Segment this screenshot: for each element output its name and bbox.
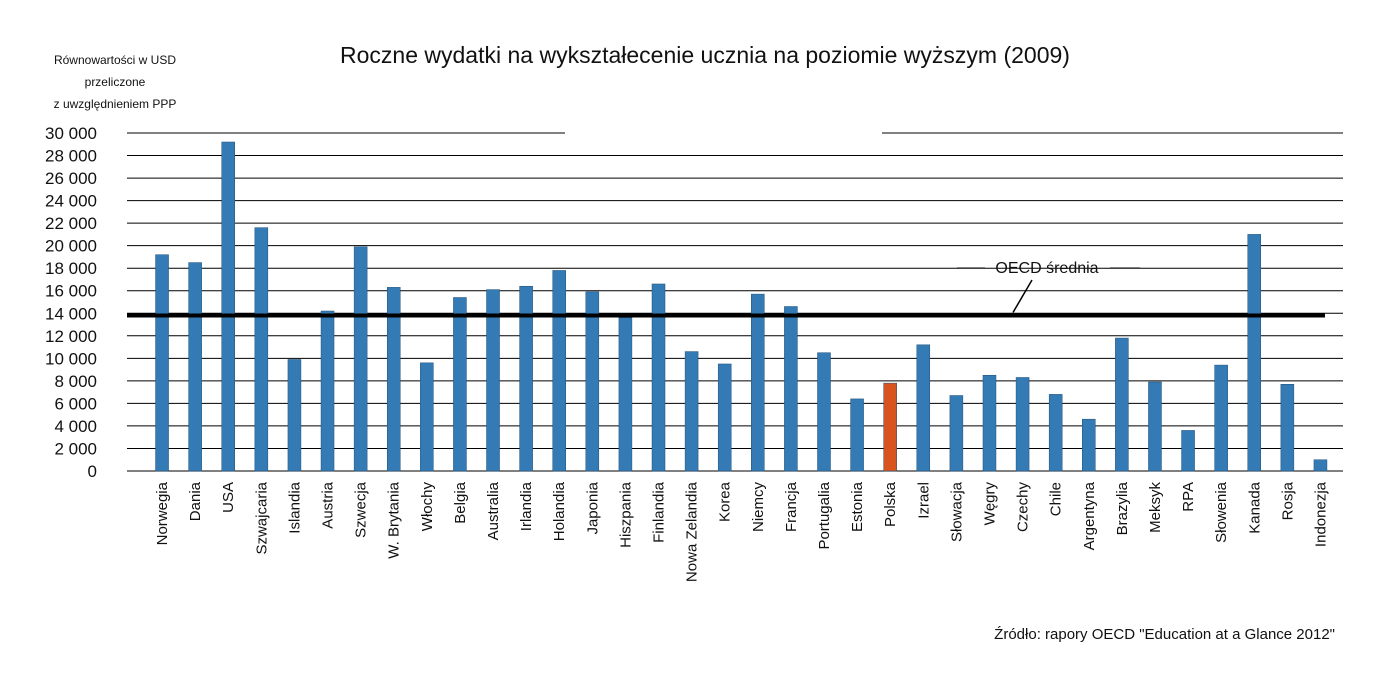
x-tick-label: Szwecja bbox=[353, 481, 370, 538]
x-tick-label: Słowenia bbox=[1213, 481, 1230, 543]
bar bbox=[453, 297, 467, 472]
y-tick-label: 28 000 bbox=[45, 147, 97, 166]
x-tick-label: Izrael bbox=[915, 482, 932, 519]
bar bbox=[320, 310, 335, 472]
y-tick-label: 2 000 bbox=[54, 439, 97, 458]
y-tick-label: 4 000 bbox=[54, 417, 97, 436]
bar bbox=[1280, 383, 1295, 472]
x-tick-label: Hiszpania bbox=[617, 481, 634, 548]
y-tick-label: 26 000 bbox=[45, 169, 97, 188]
x-tick-label: Francja bbox=[783, 481, 800, 532]
x-tick-label: Kanada bbox=[1246, 481, 1263, 533]
y-tick-label: 12 000 bbox=[45, 327, 97, 346]
source-note: Źródło: rapory OECD "Education at a Glan… bbox=[994, 626, 1335, 643]
bar bbox=[254, 227, 269, 472]
reference-pointer bbox=[1012, 279, 1033, 313]
x-tick-label: Belgia bbox=[452, 481, 469, 523]
bar bbox=[486, 289, 500, 472]
bar bbox=[883, 382, 897, 472]
y-tick-label: 30 000 bbox=[45, 124, 97, 143]
x-tick-label: Islandia bbox=[286, 481, 303, 533]
x-tick-label: Holandia bbox=[551, 481, 568, 541]
x-tick-label: Dania bbox=[187, 481, 204, 521]
bar bbox=[751, 293, 765, 472]
bar bbox=[784, 306, 798, 472]
bar bbox=[1247, 234, 1262, 472]
y-tick-label: 16 000 bbox=[45, 282, 97, 301]
x-tick-label: Czechy bbox=[1015, 482, 1032, 533]
bar bbox=[1313, 459, 1328, 472]
bar bbox=[1048, 394, 1063, 472]
bar bbox=[817, 352, 831, 472]
bar bbox=[1115, 337, 1129, 472]
bar bbox=[1148, 381, 1162, 472]
bar bbox=[221, 141, 235, 472]
bar bbox=[916, 344, 931, 472]
x-tick-label: Rosja bbox=[1279, 481, 1296, 520]
x-tick-label: Finlandia bbox=[651, 481, 668, 543]
bar bbox=[386, 287, 401, 472]
bar bbox=[684, 351, 699, 472]
bar bbox=[155, 254, 169, 472]
bar bbox=[850, 398, 864, 472]
bar bbox=[519, 285, 533, 472]
chart-title: Roczne wydatki na wykształecenie ucznia … bbox=[340, 42, 1070, 68]
bar bbox=[1214, 364, 1228, 472]
x-tick-label: Indonezja bbox=[1312, 481, 1329, 547]
y-tick-label: 24 000 bbox=[45, 192, 97, 211]
x-tick-label: Japonia bbox=[584, 481, 601, 534]
bar bbox=[1015, 377, 1030, 472]
y-tick-label: 0 bbox=[88, 462, 97, 481]
bar bbox=[651, 283, 666, 472]
y-axis-label: Równowartości w USD bbox=[54, 53, 176, 67]
x-tick-label: Słowacja bbox=[948, 481, 965, 542]
x-tick-label: RPA bbox=[1180, 482, 1197, 512]
x-tick-label: Niemcy bbox=[750, 482, 767, 533]
bar bbox=[420, 362, 434, 472]
x-tick-label: Polska bbox=[882, 481, 899, 527]
y-axis-label: przeliczone bbox=[85, 75, 146, 89]
x-tick-label: USA bbox=[220, 482, 237, 513]
y-tick-label: 6 000 bbox=[54, 394, 97, 413]
y-tick-label: 20 000 bbox=[45, 237, 97, 256]
bar bbox=[949, 395, 964, 472]
bar bbox=[618, 317, 633, 472]
bar bbox=[552, 270, 566, 472]
x-tick-label: Chile bbox=[1048, 482, 1065, 516]
x-tick-label: Argentyna bbox=[1081, 481, 1098, 550]
bar bbox=[1181, 430, 1195, 472]
bar bbox=[717, 363, 732, 472]
y-tick-label: 22 000 bbox=[45, 214, 97, 233]
x-tick-label: Brazylia bbox=[1114, 481, 1131, 535]
x-tick-label: Austria bbox=[320, 481, 337, 528]
x-tick-label: Portugalia bbox=[816, 481, 833, 549]
reference-label: OECD średnia bbox=[995, 260, 1098, 277]
bar bbox=[287, 359, 302, 472]
x-tick-label: Irlandia bbox=[518, 481, 535, 531]
bar bbox=[188, 262, 202, 472]
x-tick-label: Norwegia bbox=[154, 481, 171, 545]
x-tick-label: Szwajcaria bbox=[253, 481, 270, 554]
x-tick-label: Australia bbox=[485, 481, 502, 540]
bar bbox=[353, 246, 368, 472]
x-tick-label: Nowa Zelandia bbox=[684, 481, 701, 582]
y-tick-label: 18 000 bbox=[45, 259, 97, 278]
bar bbox=[585, 291, 600, 472]
y-axis-label: z uwzględnieniem PPP bbox=[54, 97, 177, 111]
x-tick-label: Węgry bbox=[981, 482, 998, 526]
y-tick-label: 10 000 bbox=[45, 349, 97, 368]
y-tick-label: 8 000 bbox=[54, 372, 97, 391]
x-tick-label: W. Brytania bbox=[386, 481, 403, 558]
x-tick-label: Korea bbox=[717, 481, 734, 522]
bar bbox=[1082, 418, 1096, 472]
y-tick-label: 14 000 bbox=[45, 304, 97, 323]
x-tick-label: Meksyk bbox=[1147, 482, 1164, 533]
x-tick-label: Włochy bbox=[419, 482, 436, 532]
bar bbox=[982, 374, 997, 472]
x-tick-label: Estonia bbox=[849, 481, 866, 532]
